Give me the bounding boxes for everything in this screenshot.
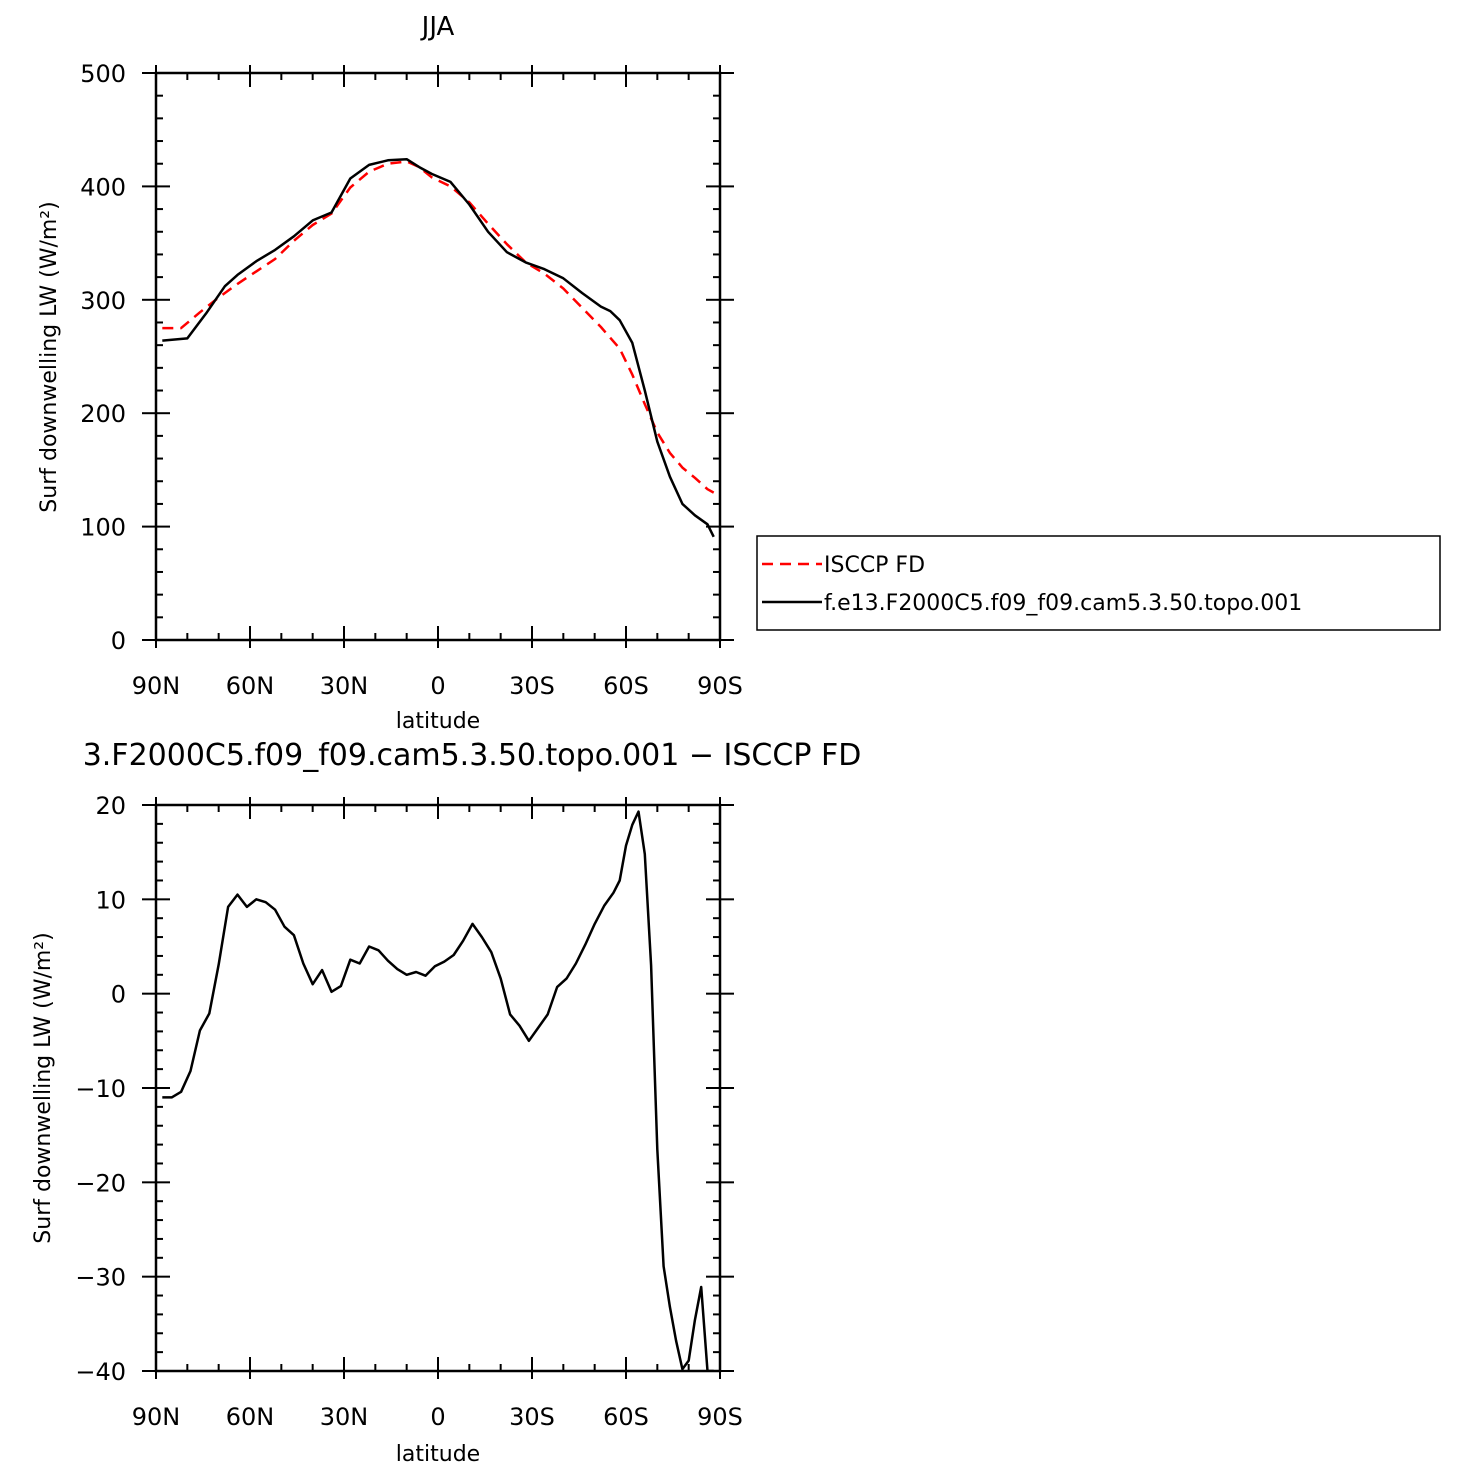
bottom-y-tick-label: −10 — [75, 1075, 126, 1103]
bottom-x-tick-label: 0 — [430, 1403, 445, 1431]
top-x-tick-label: 60S — [603, 672, 649, 700]
bottom-series-line-0 — [162, 810, 714, 1371]
bottom-y-tick-label: −40 — [75, 1358, 126, 1386]
top-y-tick-label: 200 — [80, 400, 126, 428]
legend-box — [756, 535, 1441, 631]
bottom-y-tick-label: 10 — [95, 886, 126, 914]
legend-label-isccp: ISCCP FD — [824, 553, 925, 578]
bottom-x-axis-label: latitude — [396, 1442, 480, 1467]
top-series-line-1 — [162, 157, 715, 538]
top-x-tick-label: 60N — [226, 672, 275, 700]
top-x-tick-label: 0 — [430, 672, 445, 700]
bottom-x-tick-label: 60S — [603, 1403, 649, 1431]
top-x-tick-label: 90N — [132, 672, 181, 700]
bottom-y-tick-label: 0 — [111, 981, 126, 1009]
top-x-tick-label: 30S — [509, 672, 555, 700]
bottom-x-tick-label: 30S — [509, 1403, 555, 1431]
top-y-tick-label: 0 — [111, 627, 126, 655]
bottom-y-tick-label: 20 — [95, 792, 126, 820]
top-panel: JJA latitude Surf downwelling LW (W/m²) … — [37, 12, 743, 734]
bottom-plot-frame — [154, 803, 722, 1373]
top-y-tick-label: 400 — [80, 173, 126, 201]
top-series-line-0 — [162, 160, 715, 494]
top-y-axis-label: Surf downwelling LW (W/m²) — [37, 201, 62, 512]
top-chart-title: JJA — [420, 12, 455, 42]
bottom-chart-title: 3.F2000C5.f09_f09.cam5.3.50.topo.001 − I… — [83, 738, 862, 773]
bottom-x-tick-label: 30N — [320, 1403, 369, 1431]
bottom-y-axis-label: Surf downwelling LW (W/m²) — [31, 932, 56, 1243]
top-y-tick-label: 100 — [80, 514, 126, 542]
top-x-tick-label: 30N — [320, 672, 369, 700]
bottom-x-tick-label: 60N — [226, 1403, 275, 1431]
top-y-tick-label: 300 — [80, 287, 126, 315]
bottom-x-tick-label: 90S — [697, 1403, 743, 1431]
legend: ISCCP FD f.e13.F2000C5.f09_f09.cam5.3.50… — [756, 535, 1441, 631]
top-x-axis-label: latitude — [396, 709, 480, 734]
legend-label-model: f.e13.F2000C5.f09_f09.cam5.3.50.topo.001 — [824, 591, 1302, 616]
bottom-y-tick-label: −20 — [75, 1169, 126, 1197]
top-x-tick-label: 90S — [697, 672, 743, 700]
bottom-panel: 3.F2000C5.f09_f09.cam5.3.50.topo.001 − I… — [31, 738, 861, 1467]
bottom-y-tick-label: −30 — [75, 1264, 126, 1292]
bottom-x-tick-label: 90N — [132, 1403, 181, 1431]
top-y-tick-label: 500 — [80, 60, 126, 88]
